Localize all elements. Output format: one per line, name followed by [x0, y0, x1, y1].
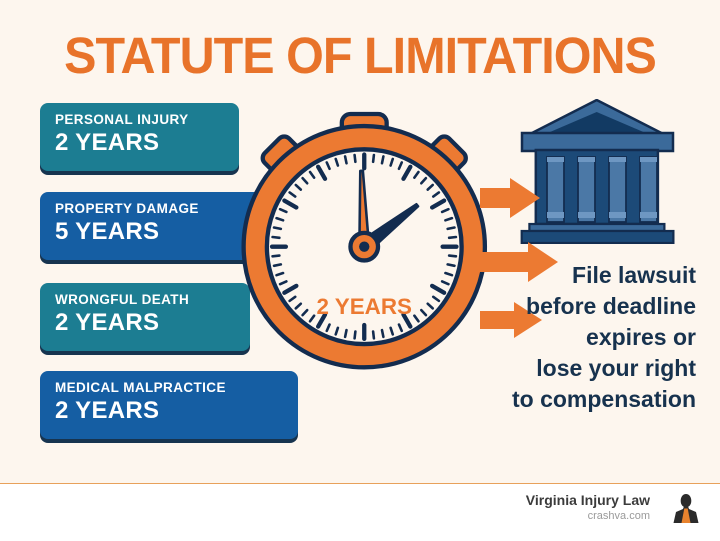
svg-text:2 YEARS: 2 YEARS: [316, 294, 411, 319]
